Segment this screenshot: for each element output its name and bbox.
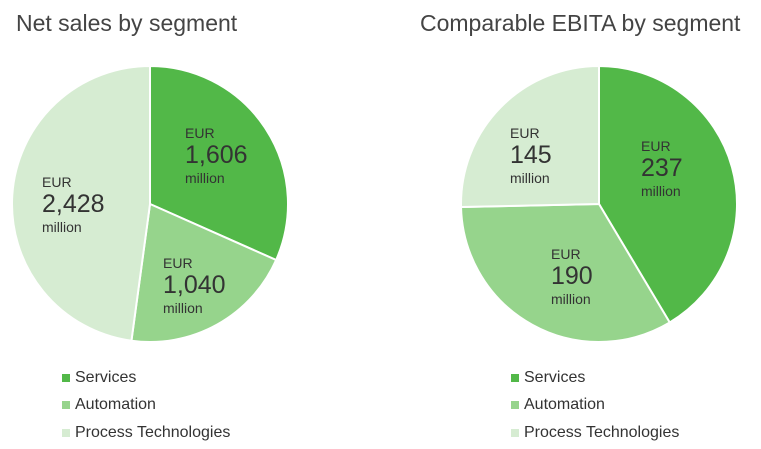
pie-slice-automation — [460, 202, 672, 343]
legend-item-services: Services — [62, 364, 230, 392]
legend-label: Process Technologies — [524, 423, 680, 441]
legend-label: Process Technologies — [75, 423, 231, 441]
value-label: 2,428 — [42, 190, 105, 218]
currency-label: EUR — [641, 138, 671, 154]
unit-label: million — [185, 170, 225, 186]
value-label: 190 — [551, 262, 593, 290]
legend-label: Services — [524, 368, 586, 386]
pie-slice-services — [598, 64, 738, 324]
slice-label-automation: EUR 190 million — [551, 247, 593, 306]
legend-label: Automation — [75, 396, 156, 414]
pie-svg — [460, 64, 738, 343]
unit-label: million — [641, 183, 681, 199]
unit-label: million — [42, 219, 82, 235]
legend-label: Automation — [524, 396, 605, 414]
chart-title: Comparable EBITA by segment — [420, 10, 741, 36]
legend-item-process-technologies: Process Technologies — [511, 419, 679, 447]
slice-label-automation: EUR 1,040 million — [163, 256, 226, 315]
pie-slice-process-technologies — [460, 64, 600, 209]
pie-svg — [11, 64, 289, 343]
pie-slice-process-technologies — [11, 64, 151, 342]
pie-slice-automation — [130, 202, 278, 343]
slice-label-services: EUR 237 million — [641, 139, 683, 198]
pie-slice-services — [149, 64, 289, 262]
currency-label: EUR — [163, 255, 193, 271]
legend-swatch — [62, 373, 70, 382]
legend: Services Automation Process Technologies — [62, 364, 230, 447]
value-label: 145 — [510, 141, 552, 169]
slice-label-process-technologies: EUR 2,428 million — [42, 175, 105, 234]
currency-label: EUR — [42, 174, 72, 190]
legend-item-services: Services — [511, 364, 679, 392]
currency-label: EUR — [185, 125, 215, 141]
value-label: 237 — [641, 154, 683, 182]
legend-item-automation: Automation — [62, 392, 230, 420]
legend-swatch — [511, 401, 519, 410]
legend-swatch — [511, 373, 519, 382]
legend-item-process-technologies: Process Technologies — [62, 419, 230, 447]
legend-swatch — [511, 428, 519, 437]
value-label: 1,040 — [163, 271, 226, 299]
unit-label: million — [551, 291, 591, 307]
legend: Services Automation Process Technologies — [511, 364, 679, 447]
comparable-ebita-chart: Comparable EBITA by segment EUR 237 mill… — [380, 0, 761, 449]
legend-swatch — [62, 428, 70, 437]
currency-label: EUR — [551, 246, 581, 262]
chart-title: Net sales by segment — [16, 10, 238, 36]
net-sales-chart: Net sales by segment EUR 1,606 million E… — [0, 0, 380, 449]
unit-label: million — [510, 170, 550, 186]
currency-label: EUR — [510, 125, 540, 141]
slice-label-process-technologies: EUR 145 million — [510, 126, 552, 185]
legend-item-automation: Automation — [511, 392, 679, 420]
unit-label: million — [163, 300, 203, 316]
value-label: 1,606 — [185, 141, 248, 169]
slice-label-services: EUR 1,606 million — [185, 126, 248, 185]
legend-swatch — [62, 401, 70, 410]
legend-label: Services — [75, 368, 137, 386]
